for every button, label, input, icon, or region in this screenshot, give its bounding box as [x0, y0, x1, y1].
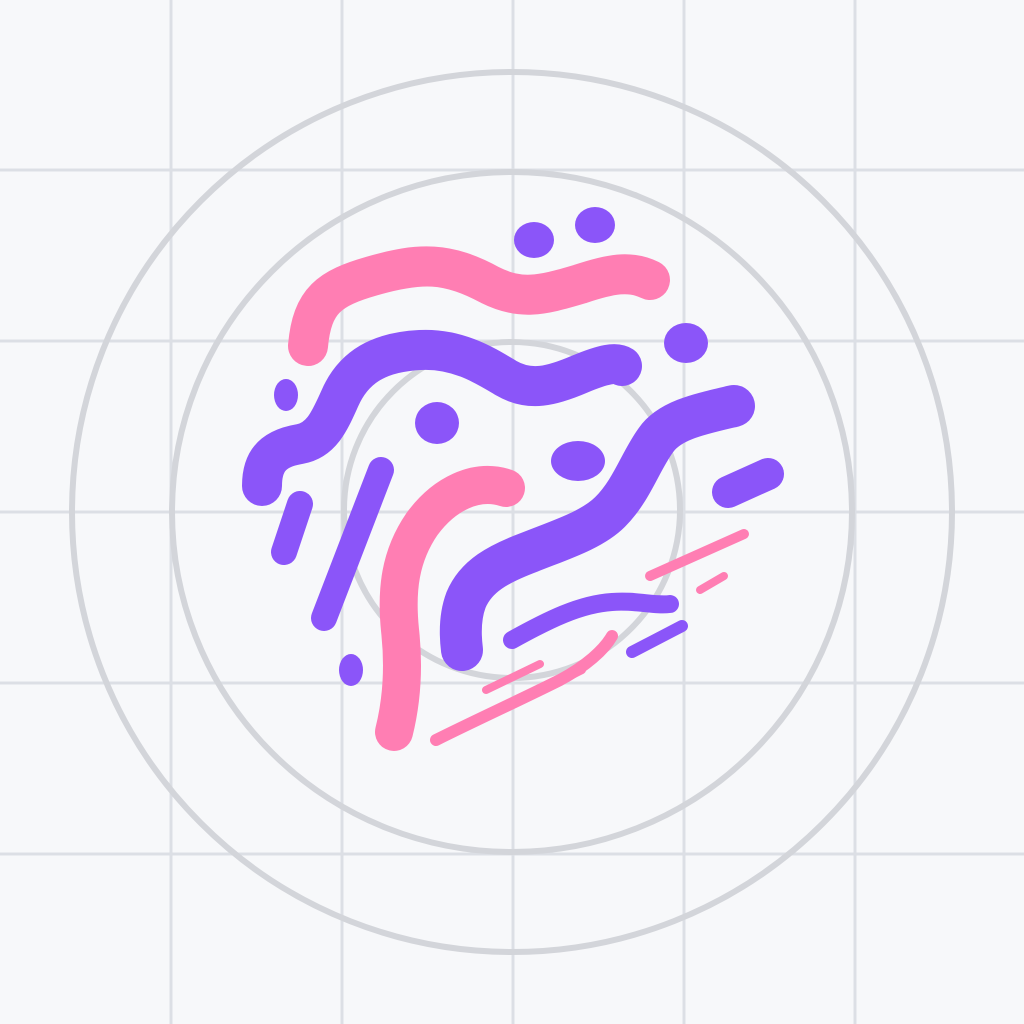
purple-dot — [339, 654, 363, 686]
squiggle-logo-mark — [242, 207, 784, 751]
guide-circle-middle — [169, 169, 855, 855]
purple-dot — [274, 379, 298, 411]
purple-wave-main — [242, 329, 642, 506]
pink-streak — [696, 572, 728, 594]
pink-streak — [645, 529, 749, 581]
purple-bar — [311, 457, 394, 631]
purple-wave-right — [439, 385, 755, 671]
purple-dot — [514, 222, 554, 258]
purple-dot — [415, 402, 459, 444]
purple-streak — [626, 620, 688, 658]
pink-wave-s — [375, 466, 525, 751]
purple-bar — [271, 491, 313, 565]
purple-dot — [575, 207, 615, 243]
pink-streak — [482, 660, 544, 694]
purple-dot — [664, 323, 708, 363]
purple-streak — [503, 592, 679, 649]
purple-bar — [712, 458, 784, 508]
purple-dot — [551, 441, 605, 481]
guide-circle-outer — [69, 69, 955, 955]
pink-wave-top — [288, 246, 670, 366]
pink-streak — [542, 666, 586, 692]
